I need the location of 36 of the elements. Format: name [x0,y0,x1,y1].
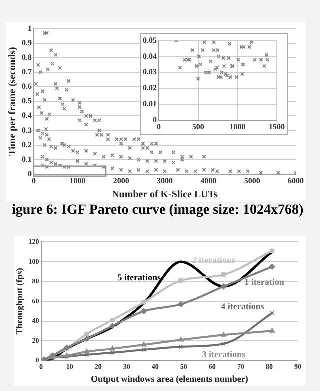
y-tick-label: 0.05 [143,36,157,45]
x-tick-label: 4000 [200,176,217,186]
series-label: 2 iterations [192,255,236,266]
y-tick-label: 0.01 [143,100,157,109]
y-tick-label: 0.03 [143,68,157,77]
y-axis-title: Time per frame (seconds) [8,47,19,156]
y-tick-label: 0.3 [22,126,32,135]
x-axis-title: Number of K-Slice LUTs [112,190,218,201]
y-tick-label: 0.8 [22,52,32,62]
x-tick-label: 2000 [113,176,130,186]
y-tick-label: 0.2 [22,140,32,150]
x-tick-label: 1500 [269,122,285,132]
y-tick-label: 0.04 [143,52,157,61]
y-tick-label: 0 [28,169,32,178]
y-tick-label: 1 [28,24,32,33]
y-tick-label: 0 [153,115,157,124]
x-tick-label: 500 [192,122,204,132]
y-tick-label: 0.1 [22,154,32,164]
series-label: 1 iteration [244,277,284,288]
y-tick-label: 0.5 [22,96,32,106]
x-tick-label: 1000 [230,122,246,132]
y-tick-label: 0.7 [22,68,32,77]
x-axis-title: Output windows area (elements number) [90,374,248,384]
y-axis-title: Throughput (fps) [14,268,25,335]
y-tick-label: 0.02 [143,84,157,93]
y-tick-label: 0.4 [22,111,32,120]
x-tick-label: 1000 [70,176,86,186]
x-tick-label: 6000 [288,176,304,186]
series-label: 5 iterations [118,272,162,282]
x-tick-label: 3000 [157,176,173,186]
series-label: 4 iterations [221,302,265,312]
series-label: 3 iterations [202,349,246,360]
x-tick-label: 5000 [244,176,260,186]
text: igure 6: IGF Pareto curve (image size: 1024x768) [12,203,304,219]
y-tick-label: 0.9 [22,38,32,48]
y-tick-label: 0.6 [22,82,32,92]
